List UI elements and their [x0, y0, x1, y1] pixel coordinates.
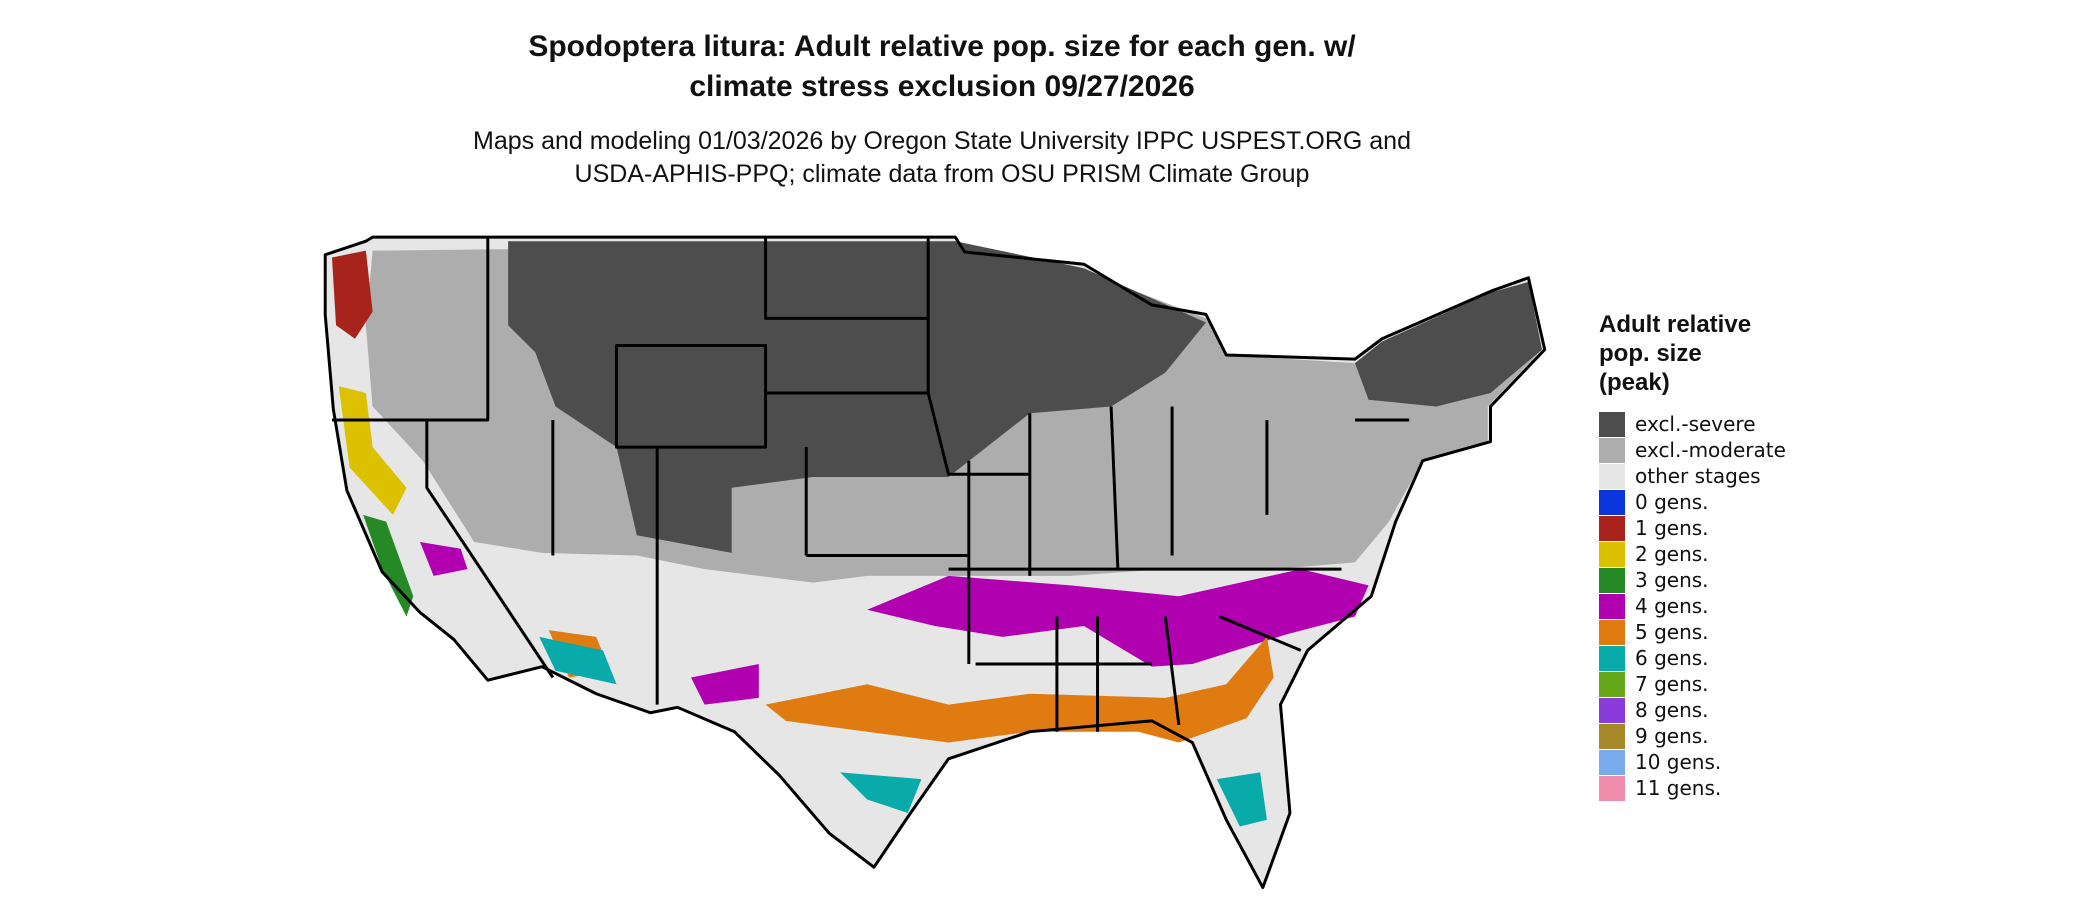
legend-swatch [1599, 672, 1625, 697]
legend-label: 6 gens. [1635, 646, 1709, 670]
titles: Spodoptera litura: Adult relative pop. s… [473, 30, 1411, 188]
legend-label: 0 gens. [1635, 490, 1709, 514]
legend-label: 9 gens. [1635, 724, 1709, 748]
legend-swatch [1599, 412, 1625, 437]
subtitle-line: USDA-APHIS-PPQ; climate data from OSU PR… [575, 160, 1310, 188]
subtitle-line: Maps and modeling 01/03/2026 by Oregon S… [473, 127, 1411, 155]
legend-swatch [1599, 464, 1625, 489]
legend-swatch [1599, 724, 1625, 749]
legend-swatch [1599, 698, 1625, 723]
region [867, 569, 1369, 667]
legend-swatch [1599, 490, 1625, 515]
legend-label: 8 gens. [1635, 698, 1709, 722]
legend-swatch [1599, 568, 1625, 593]
legend-swatch [1599, 646, 1625, 671]
region [765, 636, 1274, 743]
legend-swatch [1599, 516, 1625, 541]
region [1355, 281, 1542, 407]
legend-label: 11 gens. [1635, 776, 1721, 800]
region [331, 250, 373, 339]
region [420, 542, 468, 576]
legend-label: 4 gens. [1635, 594, 1709, 618]
title-line: climate stress exclusion 09/27/2026 [689, 70, 1194, 103]
legend-swatch [1599, 542, 1625, 567]
region [1216, 772, 1267, 827]
region [338, 386, 407, 515]
legend-swatch [1599, 620, 1625, 645]
title-line: Spodoptera litura: Adult relative pop. s… [528, 30, 1356, 63]
legend-label: 7 gens. [1635, 672, 1709, 696]
legend-label: 10 gens. [1635, 750, 1721, 774]
us-map [323, 235, 1547, 890]
state-borders [323, 235, 1547, 890]
region [539, 636, 617, 685]
legend-label: 3 gens. [1635, 568, 1709, 592]
legend-label: other stages [1635, 464, 1761, 488]
legend-swatch [1599, 594, 1625, 619]
region [840, 772, 922, 813]
legend-label: 1 gens. [1635, 516, 1709, 540]
legend-label: 5 gens. [1635, 620, 1709, 644]
legend-label: excl.-severe [1635, 412, 1756, 436]
legend-title: pop. size [1599, 340, 1702, 367]
region [508, 241, 1206, 553]
legend-swatch [1599, 438, 1625, 463]
legend-title: Adult relative [1599, 311, 1751, 338]
legend-label: excl.-moderate [1635, 438, 1786, 462]
legend-title: (peak) [1599, 369, 1670, 396]
legend-swatch [1599, 776, 1625, 801]
legend-label: 2 gens. [1635, 542, 1709, 566]
legend-swatch [1599, 750, 1625, 775]
region [691, 663, 759, 705]
